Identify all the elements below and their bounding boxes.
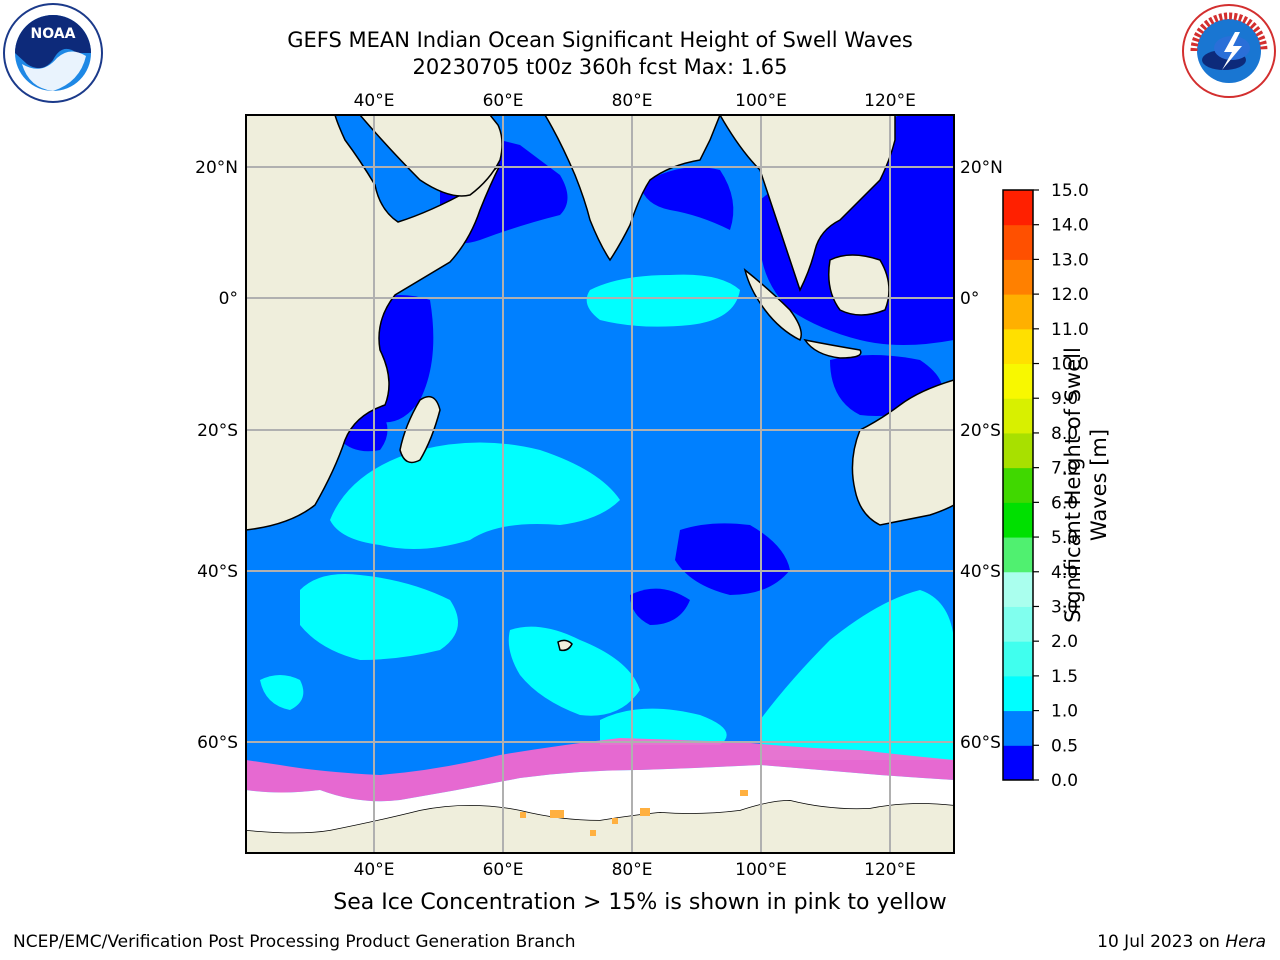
swell-region [260,675,304,710]
colorbar-segment [1003,224,1033,260]
swell-region [300,574,458,660]
chart-title: GEFS MEAN Indian Ocean Significant Heigh… [287,28,913,52]
lat-label: 20°S [960,421,1001,441]
colorbar-segment [1003,641,1033,677]
lon-label: 80°E [612,860,653,880]
sea-ice-zone [246,738,954,802]
lat-label: 20°N [960,158,1003,178]
colorbar: 0.0 0.5 1.0 1.5 2.0 3.0 4.0 5.0 6.0 7.0 8.0 9.0 10.0… [1002,181,1089,791]
swell-region [330,442,620,549]
colorbar-tick-label: 12.0 [1051,285,1089,305]
swell-region [508,626,640,716]
colorbar-tick-label: 0.5 [1051,736,1078,756]
swell-region [760,590,954,760]
lat-label: 40°S [960,562,1001,582]
colorbar-segment [1003,571,1033,607]
lon-label: 120°E [864,860,916,880]
lat-labels-left: 20°N 0° 20°S 40°S 60°S [195,158,238,753]
colorbar-tick-label: 4.0 [1051,563,1078,583]
colorbar-tick-label: 5.0 [1051,528,1078,548]
colorbar-segment [1003,328,1033,365]
nws-logo [1182,4,1276,98]
lat-label: 0° [219,289,238,309]
colorbar-tick-label: 0.0 [1051,771,1078,791]
swell-region [586,274,740,327]
colorbar-segment [1003,675,1033,712]
lon-label: 100°E [735,91,787,111]
colorbar-tick-label: 2.0 [1051,632,1078,652]
footer-date-text: 10 Jul 2023 on [1097,932,1226,952]
lon-label: 60°E [483,91,524,111]
sea-ice-zone [246,765,954,833]
colorbar-segment [1003,294,1033,330]
lon-label: 80°E [612,91,653,111]
lon-labels-bottom: 40°E 60°E 80°E 100°E 120°E [354,860,916,880]
colorbar-tick-label: 9.0 [1051,389,1078,409]
footer-machine: Hera [1225,932,1266,952]
colorbar-tick-label: 10.0 [1051,355,1089,375]
colorbar-segment [1003,745,1033,781]
lon-label: 60°E [483,860,524,880]
colorbar-segment [1003,259,1033,295]
colorbar-tick-label: 1.5 [1051,667,1078,687]
lon-label: 120°E [864,91,916,111]
colorbar-tick-label: 13.0 [1051,250,1089,270]
low-swell-region [630,588,690,625]
lon-label: 40°E [354,860,395,880]
colorbar-segment [1003,502,1033,538]
map-frame [245,114,955,854]
svg-text:NOAA: NOAA [31,26,76,42]
colorbar-segment [1003,432,1033,469]
lat-label: 40°S [197,562,238,582]
noaa-logo: NOAA [3,3,103,103]
colorbar-frame [1002,189,1034,781]
lat-label: 20°S [197,421,238,441]
colorbar-tick-label: 1.0 [1051,702,1078,722]
colorbar-segment [1003,398,1033,434]
colorbar-segment [1003,363,1033,399]
lon-label: 40°E [354,91,395,111]
colorbar-segment [1003,710,1033,746]
lon-label: 100°E [735,860,787,880]
gridlines [246,115,954,853]
map-content [246,115,954,853]
lat-label: 20°N [195,158,238,178]
low-swell-region [640,167,734,230]
colorbar-tick-label: 3.0 [1051,597,1078,617]
lat-labels-right: 20°N 0° 20°S 40°S 60°S [960,158,1003,753]
sea-ice-note: Sea Ice Concentration > 15% is shown in … [333,890,947,915]
colorbar-segment [1003,606,1033,642]
lat-label: 60°S [197,733,238,753]
colorbar-tick-label: 8.0 [1051,424,1078,444]
colorbar-tick-label: 11.0 [1051,320,1089,340]
footer-date: 10 Jul 2023 on Hera [1097,932,1266,952]
colorbar-tick-label: 15.0 [1051,181,1089,201]
footer-branch: NCEP/EMC/Verification Post Processing Pr… [13,932,576,952]
colorbar-tick-label: 7.0 [1051,459,1078,479]
colorbar-tick-label: 14.0 [1051,216,1089,236]
colorbar-tick-label: 6.0 [1051,493,1078,513]
lon-labels-top: 40°E 60°E 80°E 100°E 120°E [354,91,916,111]
colorbar-segment [1003,190,1033,226]
colorbar-label: Significant Height of Swell Waves [m] [1061,347,1111,623]
lat-label: 0° [960,289,979,309]
lat-label: 60°S [960,733,1001,753]
colorbar-segment [1003,467,1033,503]
colorbar-segment [1003,537,1033,573]
sea-ice-patches [520,790,748,836]
chart-subtitle: 20230705 t00z 360h fcst Max: 1.65 [412,55,788,79]
